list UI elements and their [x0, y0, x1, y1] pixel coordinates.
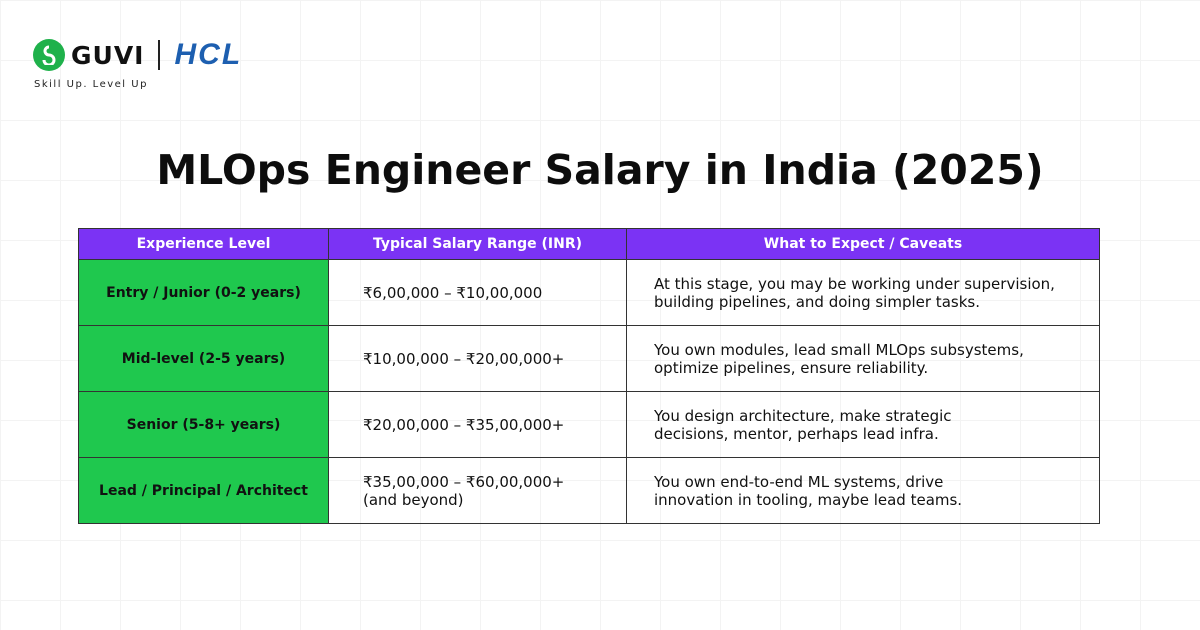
table-row: Mid-level (2-5 years) ₹10,00,000 – ₹20,00…: [78, 325, 1100, 392]
salary-range: ₹20,00,000 – ₹35,00,000+: [328, 391, 627, 458]
brand: GUVI: [71, 40, 145, 70]
salary-range: ₹35,00,000 – ₹60,00,000+ (and beyond): [328, 457, 627, 524]
column-header: Typical Salary Range (INR): [328, 228, 627, 260]
caveat-line: At this stage, you may be working under …: [654, 274, 1055, 293]
table-row: Senior (5-8+ years) ₹20,00,000 – ₹35,00,0…: [78, 391, 1100, 458]
caveat-line: innovation in tooling, maybe lead teams.: [654, 490, 963, 509]
caveat-line: optimize pipelines, ensure reliability.: [654, 358, 929, 377]
salary-line: ₹10,00,000 – ₹20,00,000+: [363, 349, 565, 368]
experience-level: Entry / Junior (0-2 years): [78, 259, 329, 326]
logo-icon: [33, 39, 65, 71]
salary-range: ₹6,00,000 – ₹10,00,000: [328, 259, 627, 326]
salary-line: (and beyond): [363, 490, 464, 509]
caveat-line: building pipelines, and doing simpler ta…: [654, 292, 980, 311]
column-header: Experience Level: [78, 228, 329, 260]
title: MLOps Engineer Salary in India (2025): [156, 146, 1044, 194]
salary-line: ₹6,00,000 – ₹10,00,000: [363, 283, 543, 302]
experience-level: Lead / Principal / Architect: [78, 457, 329, 524]
column-header: What to Expect / Caveats: [626, 228, 1100, 260]
caveats: You own modules, lead small MLOps subsys…: [626, 325, 1100, 392]
salary-line: ₹35,00,000 – ₹60,00,000+: [363, 472, 565, 491]
caveats: At this stage, you may be working under …: [626, 259, 1100, 326]
experience-level: Senior (5-8+ years): [78, 391, 329, 458]
table-row: Lead / Principal / Architect ₹35,00,000 –…: [78, 457, 1100, 524]
salary-line: ₹20,00,000 – ₹35,00,000+: [363, 415, 565, 434]
caveat-line: decisions, mentor, perhaps lead infra.: [654, 424, 939, 443]
caveat-line: You own end-to-end ML systems, drive: [654, 472, 944, 491]
caveats: You own end-to-end ML systems, drive inno…: [626, 457, 1100, 524]
table-row: Entry / Junior (0-2 years) ₹6,00,000 – ₹1…: [78, 259, 1100, 326]
tagline: Skill Up. Level Up: [34, 79, 148, 90]
caveat-line: You design architecture, make strategic: [654, 406, 952, 425]
caveats: You design architecture, make strategic d…: [626, 391, 1100, 458]
logo: GUVI HCL: [33, 38, 242, 72]
salary-range: ₹10,00,000 – ₹20,00,000+: [328, 325, 627, 392]
salary-table: Experience Level Typical Salary Range (IN…: [78, 228, 1100, 524]
caveat-line: You own modules, lead small MLOps subsys…: [654, 340, 1024, 359]
partner-logo: HCL: [174, 38, 243, 71]
experience-level: Mid-level (2-5 years): [78, 325, 329, 392]
